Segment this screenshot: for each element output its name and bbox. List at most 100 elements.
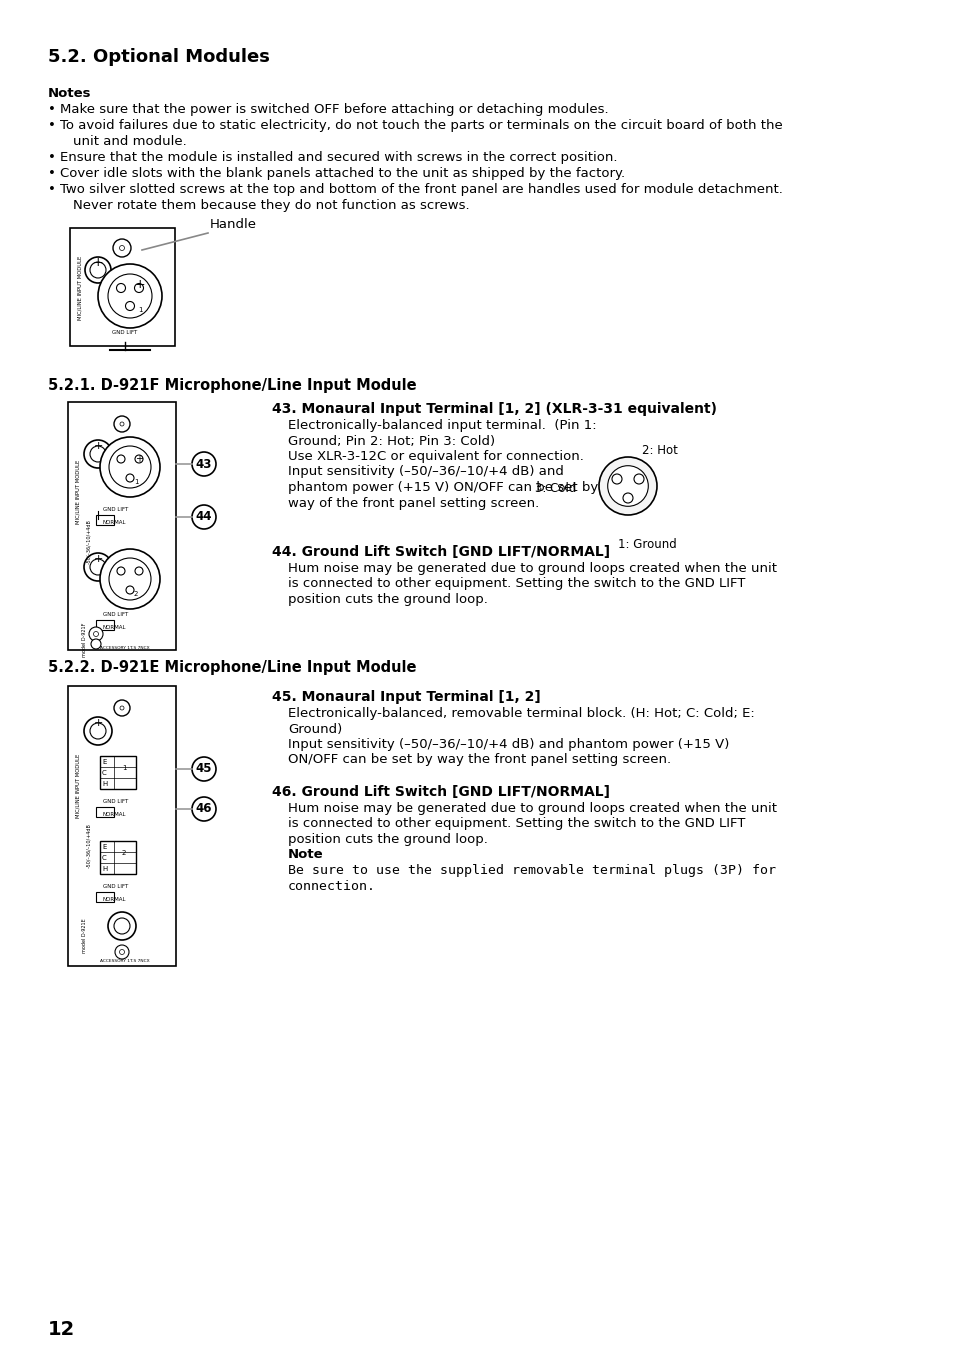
Text: –50/–36/–10/+4dB: –50/–36/–10/+4dB	[86, 520, 91, 565]
Circle shape	[116, 284, 126, 293]
Circle shape	[100, 549, 160, 609]
Circle shape	[85, 257, 111, 282]
Text: ON/OFF can be set by way the front panel setting screen.: ON/OFF can be set by way the front panel…	[288, 754, 670, 766]
Text: 46: 46	[195, 802, 212, 816]
Text: Make sure that the power is switched OFF before attaching or detaching modules.: Make sure that the power is switched OFF…	[60, 103, 608, 116]
Text: connection.: connection.	[288, 880, 375, 893]
Text: Electronically-balanced input terminal.  (Pin 1:: Electronically-balanced input terminal. …	[288, 419, 596, 432]
Circle shape	[84, 717, 112, 744]
Text: 45: 45	[195, 762, 212, 775]
Bar	[100, 842, 136, 874]
Text: •: •	[48, 168, 56, 180]
Text: ACCESSORY 1T.S 7NCX: ACCESSORY 1T.S 7NCX	[100, 646, 150, 650]
Text: 45. Monaural Input Terminal [1, 2]: 45. Monaural Input Terminal [1, 2]	[272, 690, 540, 704]
Text: Never rotate them because they do not function as screws.: Never rotate them because they do not fu…	[73, 199, 469, 212]
Text: C: C	[102, 770, 107, 775]
Circle shape	[126, 301, 134, 311]
Text: •: •	[48, 119, 56, 132]
Bar	[96, 807, 113, 817]
Circle shape	[612, 474, 621, 484]
Text: Ensure that the module is installed and secured with screws in the correct posit: Ensure that the module is installed and …	[60, 151, 617, 163]
Text: +: +	[135, 454, 143, 463]
Circle shape	[90, 446, 106, 462]
Circle shape	[91, 639, 101, 648]
Circle shape	[109, 558, 151, 600]
Text: 5.2. Optional Modules: 5.2. Optional Modules	[48, 49, 270, 66]
Circle shape	[100, 436, 160, 497]
Text: Input sensitivity (–50/–36/–10/+4 dB) and: Input sensitivity (–50/–36/–10/+4 dB) an…	[288, 466, 563, 478]
Text: 2: 2	[133, 590, 138, 597]
Text: Input sensitivity (–50/–36/–10/+4 dB) and phantom power (+15 V): Input sensitivity (–50/–36/–10/+4 dB) an…	[288, 738, 729, 751]
Circle shape	[108, 274, 152, 317]
Text: +: +	[93, 717, 103, 728]
Circle shape	[126, 586, 133, 594]
Text: 1: Ground: 1: Ground	[618, 538, 676, 551]
Text: NORMAL: NORMAL	[103, 520, 127, 526]
Text: H: H	[102, 781, 107, 788]
Circle shape	[135, 567, 143, 576]
Circle shape	[126, 474, 133, 482]
Circle shape	[90, 723, 106, 739]
Circle shape	[108, 912, 136, 940]
Circle shape	[98, 263, 162, 328]
Text: E: E	[102, 844, 107, 850]
Text: H: H	[102, 866, 107, 871]
Text: model D-921F: model D-921F	[82, 623, 87, 657]
Text: position cuts the ground loop.: position cuts the ground loop.	[288, 593, 487, 607]
Bar	[70, 228, 174, 346]
Text: +: +	[93, 554, 103, 563]
Circle shape	[89, 627, 103, 640]
Circle shape	[622, 493, 633, 503]
Text: 2: Hot: 2: Hot	[641, 444, 678, 458]
Text: Ground): Ground)	[288, 723, 342, 735]
Text: 46. Ground Lift Switch [GND LIFT/NORMAL]: 46. Ground Lift Switch [GND LIFT/NORMAL]	[272, 785, 609, 798]
Text: MIC/LINE INPUT MODULE: MIC/LINE INPUT MODULE	[76, 754, 81, 819]
Bar	[96, 892, 113, 902]
Text: –50/–36/–10/+4dB: –50/–36/–10/+4dB	[86, 824, 91, 869]
Text: is connected to other equipment. Setting the switch to the GND LIFT: is connected to other equipment. Setting…	[288, 817, 744, 831]
Bar	[100, 757, 136, 789]
Circle shape	[120, 707, 124, 711]
Text: 44: 44	[195, 511, 212, 523]
Circle shape	[120, 422, 124, 426]
Circle shape	[109, 446, 151, 488]
Circle shape	[93, 631, 98, 636]
Text: 1: 1	[138, 307, 142, 313]
Text: +: +	[134, 277, 145, 290]
Text: way of the front panel setting screen.: way of the front panel setting screen.	[288, 497, 538, 509]
Text: is connected to other equipment. Setting the switch to the GND LIFT: is connected to other equipment. Setting…	[288, 577, 744, 590]
Text: position cuts the ground loop.: position cuts the ground loop.	[288, 834, 487, 846]
Text: GND LIFT: GND LIFT	[112, 330, 137, 335]
Text: 2: 2	[122, 850, 126, 857]
Text: Hum noise may be generated due to ground loops created when the unit: Hum noise may be generated due to ground…	[288, 562, 776, 576]
Text: 44. Ground Lift Switch [GND LIFT/NORMAL]: 44. Ground Lift Switch [GND LIFT/NORMAL]	[272, 544, 610, 559]
Circle shape	[112, 239, 131, 257]
Text: •: •	[48, 151, 56, 163]
Circle shape	[192, 797, 215, 821]
Circle shape	[135, 455, 143, 463]
Text: •: •	[48, 103, 56, 116]
Text: 43. Monaural Input Terminal [1, 2] (XLR-3-31 equivalent): 43. Monaural Input Terminal [1, 2] (XLR-…	[272, 403, 717, 416]
Text: Be sure to use the supplied removable terminal plugs (3P) for: Be sure to use the supplied removable te…	[288, 865, 775, 877]
Text: 43: 43	[195, 458, 212, 470]
Text: Two silver slotted screws at the top and bottom of the front panel are handles u: Two silver slotted screws at the top and…	[60, 182, 782, 196]
Text: +: +	[92, 255, 103, 269]
Text: C: C	[102, 855, 107, 861]
Text: ACCESSORY 1T.S 7NCX: ACCESSORY 1T.S 7NCX	[100, 959, 150, 963]
Text: 5.2.2. D-921E Microphone/Line Input Module: 5.2.2. D-921E Microphone/Line Input Modu…	[48, 661, 416, 676]
Text: MIC/LINE INPUT MODULE: MIC/LINE INPUT MODULE	[76, 459, 81, 524]
Text: Handle: Handle	[210, 218, 256, 231]
Text: To avoid failures due to static electricity, do not touch the parts or terminals: To avoid failures due to static electric…	[60, 119, 781, 132]
Text: Hum noise may be generated due to ground loops created when the unit: Hum noise may be generated due to ground…	[288, 802, 776, 815]
Text: Use XLR-3-12C or equivalent for connection.: Use XLR-3-12C or equivalent for connecti…	[288, 450, 583, 463]
Bar	[96, 515, 113, 526]
Text: Electronically-balanced, removable terminal block. (H: Hot; C: Cold; E:: Electronically-balanced, removable termi…	[288, 707, 754, 720]
Circle shape	[84, 553, 112, 581]
Text: 5.2.1. D-921F Microphone/Line Input Module: 5.2.1. D-921F Microphone/Line Input Modu…	[48, 378, 416, 393]
Circle shape	[192, 505, 215, 530]
Text: MIC/LINE INPUT MODULE: MIC/LINE INPUT MODULE	[78, 255, 83, 320]
Text: •: •	[48, 182, 56, 196]
Circle shape	[607, 466, 648, 507]
Text: E: E	[102, 759, 107, 765]
Text: +: +	[93, 440, 103, 451]
